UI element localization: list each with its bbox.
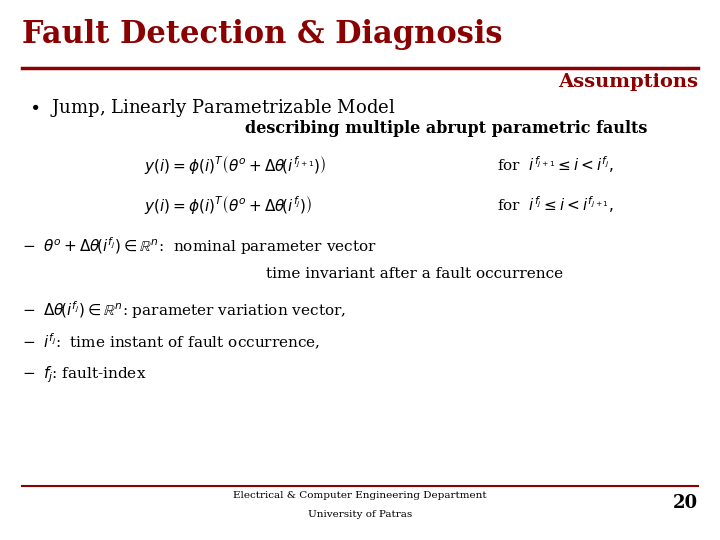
- Text: time invariant after a fault occurrence: time invariant after a fault occurrence: [266, 267, 564, 281]
- Text: 20: 20: [673, 494, 698, 512]
- Text: for  $i^{f_{j+1}} \leq i < i^{f_j},$: for $i^{f_{j+1}} \leq i < i^{f_j},$: [497, 154, 613, 174]
- Text: $y(i) = \phi(i)^T \left( \theta^o + \Delta\theta\!\left(i^{f_j}\right) \right)$: $y(i) = \phi(i)^T \left( \theta^o + \Del…: [144, 194, 312, 217]
- Text: $-\;\; \theta^o + \Delta\theta\!\left(i^{f_j}\right) \in \mathbb{R}^n$:  nominal: $-\;\; \theta^o + \Delta\theta\!\left(i^…: [22, 235, 377, 256]
- Text: for  $i^{f_j} \leq i < i^{f_{j+1}},$: for $i^{f_j} \leq i < i^{f_{j+1}},$: [497, 194, 613, 215]
- Text: Fault Detection & Diagnosis: Fault Detection & Diagnosis: [22, 19, 502, 50]
- Text: University of Patras: University of Patras: [308, 510, 412, 519]
- Text: $\bullet$  Jump, Linearly Parametrizable Model: $\bullet$ Jump, Linearly Parametrizable …: [29, 97, 395, 119]
- Text: Assumptions: Assumptions: [559, 73, 698, 91]
- Text: Electrical & Computer Engineering Department: Electrical & Computer Engineering Depart…: [233, 491, 487, 501]
- Text: $-\;\; f_j$: fault-index: $-\;\; f_j$: fault-index: [22, 364, 146, 385]
- Text: $y(i) = \phi(i)^T \left( \theta^o + \Delta\theta\!\left(i^{f_{j+1}}\right) \righ: $y(i) = \phi(i)^T \left( \theta^o + \Del…: [144, 154, 326, 176]
- Text: describing multiple abrupt parametric faults: describing multiple abrupt parametric fa…: [245, 120, 647, 137]
- Text: $-\;\; i^{f_j}$:  time instant of fault occurrence,: $-\;\; i^{f_j}$: time instant of fault o…: [22, 332, 320, 352]
- Text: $-\;\; \Delta\theta\!\left(i^{f_j}\right) \in \mathbb{R}^n$: parameter variation: $-\;\; \Delta\theta\!\left(i^{f_j}\right…: [22, 300, 346, 321]
